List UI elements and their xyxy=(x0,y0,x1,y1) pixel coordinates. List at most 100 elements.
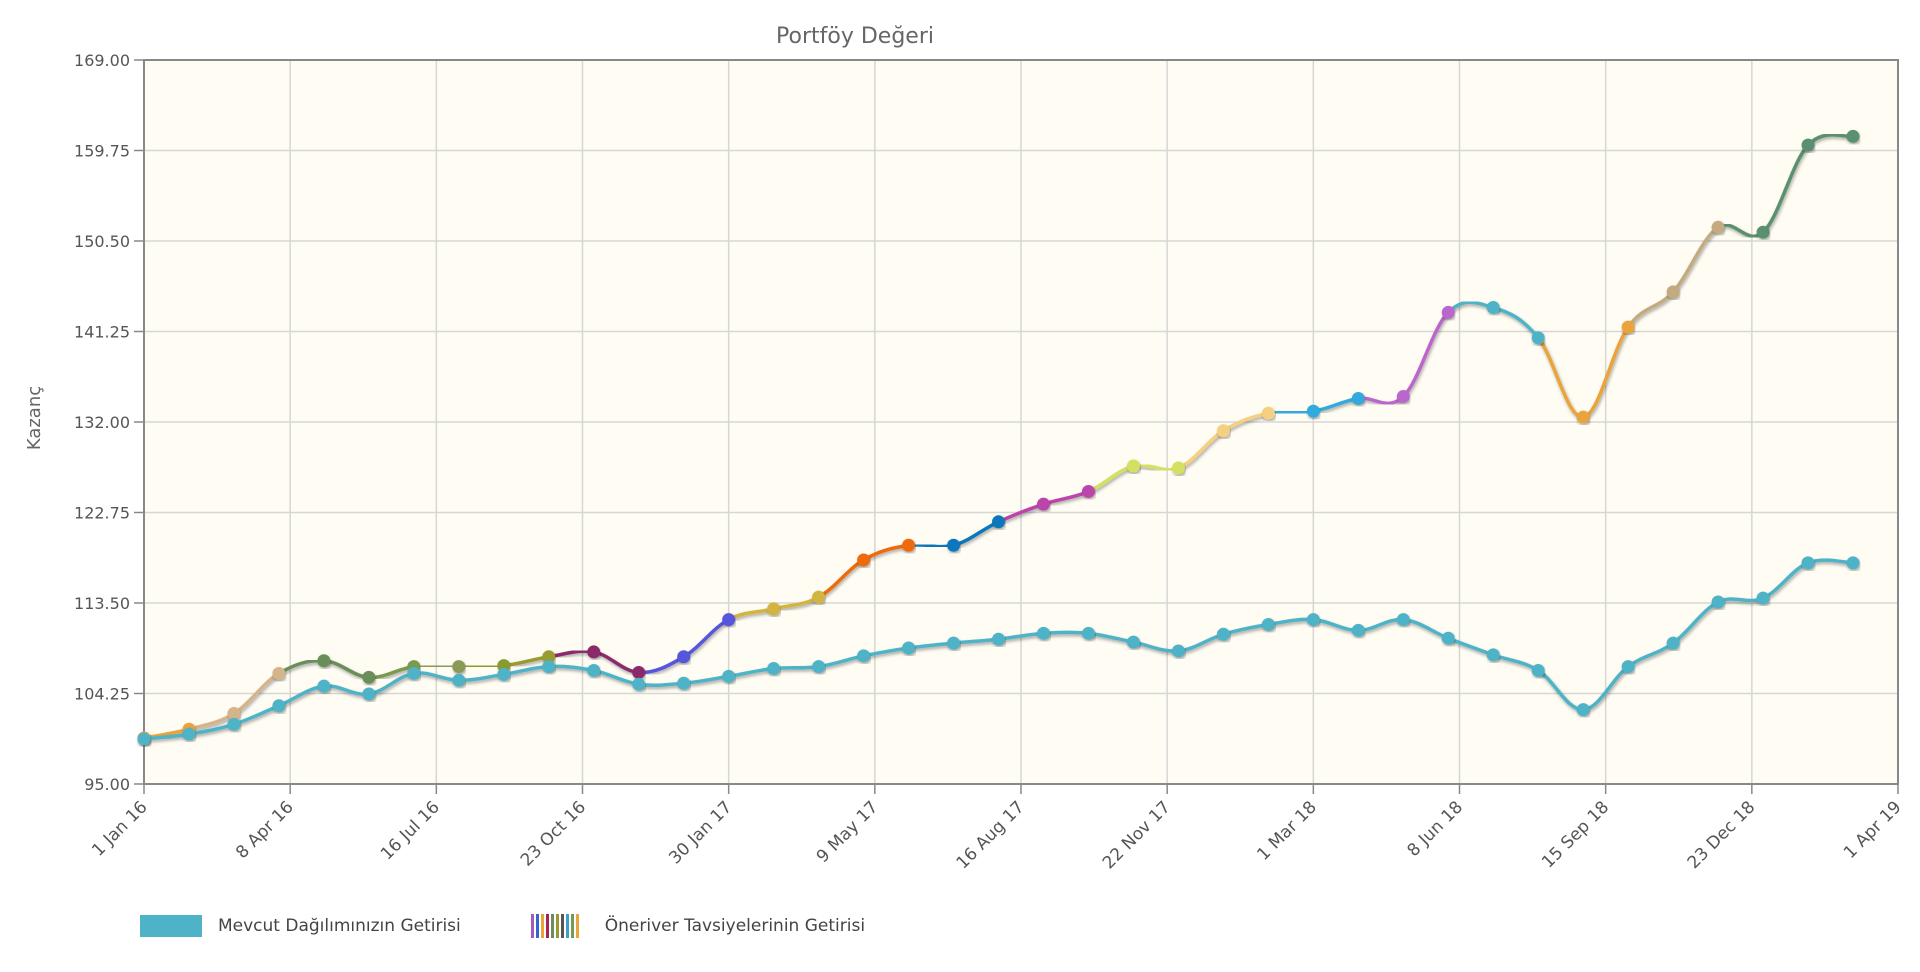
current-point xyxy=(1711,595,1725,609)
recommended-point xyxy=(1261,406,1275,420)
x-tick-label: 15 Sep 18 xyxy=(1538,797,1613,872)
recommended-point xyxy=(1576,410,1590,424)
legend-item-current[interactable]: Mevcut Dağılımınızın Getirisi xyxy=(140,915,461,937)
current-point xyxy=(1801,556,1815,570)
recommended-point xyxy=(1036,497,1050,511)
current-point xyxy=(1486,648,1500,662)
recommended-point xyxy=(1216,424,1230,438)
recommended-point xyxy=(1711,220,1725,234)
y-axis-label: Kazanç xyxy=(24,386,45,450)
current-point xyxy=(1531,664,1545,678)
x-tick-label: 8 Jun 18 xyxy=(1404,797,1468,861)
y-tick-label: 141.25 xyxy=(74,323,130,342)
recommended-point xyxy=(1486,301,1500,315)
recommended-point xyxy=(1441,305,1455,319)
y-tick-label: 159.75 xyxy=(74,142,130,161)
x-tick-label: 16 Aug 17 xyxy=(953,797,1029,873)
x-tick-label: 30 Jan 17 xyxy=(665,797,736,868)
recommended-point xyxy=(1081,484,1095,498)
current-point xyxy=(587,664,601,678)
current-point xyxy=(272,699,286,713)
recommended-point xyxy=(677,650,691,664)
plot-border xyxy=(143,59,1899,785)
recommended-point xyxy=(1756,225,1770,239)
current-point xyxy=(317,679,331,693)
current-point xyxy=(677,676,691,690)
legend-swatch-stripe xyxy=(560,914,564,938)
current-point xyxy=(1126,635,1140,649)
recommended-point xyxy=(767,602,781,616)
current-point xyxy=(812,660,826,674)
recommended-line-segment xyxy=(1267,409,1314,415)
recommended-point xyxy=(1666,285,1680,299)
recommended-point xyxy=(812,590,826,604)
recommended-point xyxy=(632,665,646,679)
current-point xyxy=(722,669,736,683)
y-tick-label: 95.00 xyxy=(84,775,130,794)
legend-swatch-stripe xyxy=(570,914,574,938)
x-tick-label: 23 Oct 16 xyxy=(517,797,590,870)
current-point xyxy=(362,687,376,701)
recommended-point xyxy=(1351,392,1365,406)
current-point xyxy=(1756,591,1770,605)
recommended-line-segment xyxy=(1761,143,1810,234)
recommended-point xyxy=(1846,129,1860,143)
y-tick-label: 104.25 xyxy=(74,685,130,704)
current-point xyxy=(857,649,871,663)
recommended-point xyxy=(1801,138,1815,152)
recommended-point xyxy=(902,538,916,552)
legend: Mevcut Dağılımınızın Getirisi Öneriver T… xyxy=(140,914,935,938)
current-point xyxy=(1621,660,1635,674)
x-tick-label: 23 Dec 18 xyxy=(1684,797,1760,873)
current-point xyxy=(1171,644,1185,658)
current-point xyxy=(1081,626,1095,640)
current-point xyxy=(1216,627,1230,641)
recommended-point xyxy=(1171,461,1185,475)
legend-swatch-stripe xyxy=(545,914,549,938)
x-tick-label: 22 Nov 17 xyxy=(1099,797,1175,873)
x-tick-label: 8 Apr 16 xyxy=(232,797,298,863)
recommended-point xyxy=(857,553,871,567)
legend-label-current: Mevcut Dağılımınızın Getirisi xyxy=(218,916,461,936)
y-tick-label: 169.00 xyxy=(74,51,130,70)
y-tick-label: 132.00 xyxy=(74,413,130,432)
recommended-point xyxy=(992,515,1006,529)
current-point xyxy=(542,660,556,674)
recommended-point xyxy=(227,707,241,721)
recommended-point xyxy=(1396,390,1410,404)
current-point xyxy=(1036,626,1050,640)
chart-title: Portföy Değeri xyxy=(776,24,934,49)
recommended-point xyxy=(587,645,601,659)
y-tick-label: 150.50 xyxy=(74,232,130,251)
legend-swatch-stripe xyxy=(575,914,579,938)
recommended-line-segment xyxy=(1401,311,1450,398)
current-point xyxy=(407,666,421,680)
legend-swatch-current xyxy=(140,915,202,937)
recommended-line-segment xyxy=(458,663,504,669)
recommended-point xyxy=(722,613,736,627)
legend-swatch-stripe xyxy=(550,914,554,938)
legend-swatch-stripe xyxy=(540,914,544,938)
current-point xyxy=(767,662,781,676)
current-point xyxy=(1351,623,1365,637)
current-point xyxy=(137,732,151,746)
recommended-point xyxy=(452,660,466,674)
recommended-point xyxy=(1126,459,1140,473)
current-point xyxy=(1846,556,1860,570)
recommended-point xyxy=(317,654,331,668)
legend-item-recommended[interactable]: Öneriver Tavsiyelerinin Getirisi xyxy=(530,914,865,938)
legend-swatch-stripe xyxy=(530,914,534,938)
legend-swatch-stripe xyxy=(535,914,539,938)
recommended-point xyxy=(1306,404,1320,418)
current-point xyxy=(227,717,241,731)
current-point xyxy=(992,632,1006,646)
current-point xyxy=(1576,703,1590,717)
current-point xyxy=(947,636,961,650)
legend-swatch-recommended xyxy=(530,914,581,938)
current-point xyxy=(632,677,646,691)
recommended-point xyxy=(1621,320,1635,334)
current-point xyxy=(497,667,511,681)
x-tick-label: 1 Jan 16 xyxy=(88,797,151,860)
